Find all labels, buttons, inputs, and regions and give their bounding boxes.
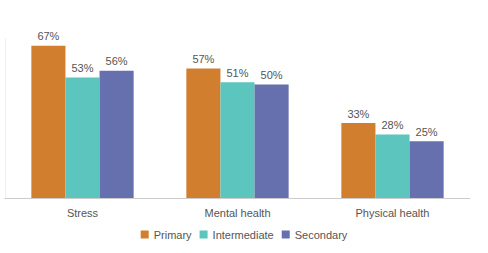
svg-text:Stress: Stress	[67, 207, 99, 219]
svg-text:67%: 67%	[37, 30, 59, 42]
svg-text:Intermediate: Intermediate	[213, 229, 274, 241]
svg-text:57%: 57%	[192, 53, 214, 65]
svg-text:Primary: Primary	[154, 229, 192, 241]
svg-text:Mental health: Mental health	[204, 207, 270, 219]
svg-text:56%: 56%	[106, 55, 128, 67]
svg-text:25%: 25%	[416, 126, 438, 138]
svg-text:28%: 28%	[381, 119, 403, 131]
svg-text:Secondary: Secondary	[295, 229, 348, 241]
svg-text:53%: 53%	[71, 62, 93, 74]
svg-text:33%: 33%	[347, 108, 369, 120]
svg-text:Physical health: Physical health	[356, 207, 430, 219]
svg-text:51%: 51%	[226, 67, 248, 79]
svg-text:50%: 50%	[261, 69, 283, 81]
